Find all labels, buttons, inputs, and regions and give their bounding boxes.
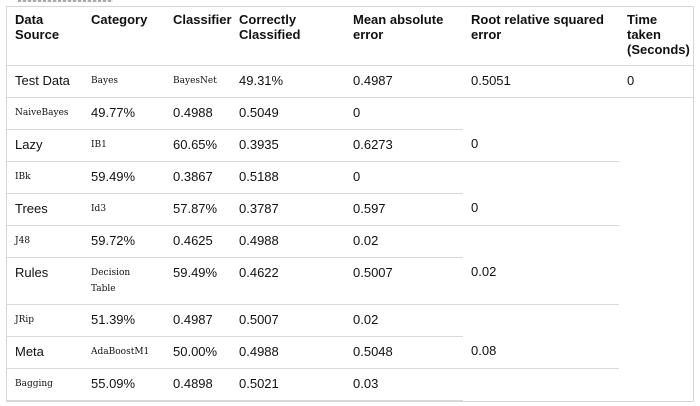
table-cell: 57.87% [165, 193, 231, 226]
table-cell: 60.65% [165, 129, 231, 162]
table-row: IBk 59.49% 0.3867 0.5188 0 [7, 161, 693, 194]
table-cell: 0 [345, 97, 463, 130]
table-cell: Lazy [7, 129, 83, 162]
table-row: Rules Decision Table 59.49% 0.4622 0.500… [7, 257, 693, 305]
table-cell: 0.6273 [345, 129, 463, 162]
header-classifier: Classifier [165, 7, 232, 66]
table-cell: 0.5051 [463, 65, 619, 98]
table-cell [463, 225, 619, 257]
clipped-heading-fragment [18, 0, 113, 2]
table-cell: 0.4625 [165, 225, 231, 258]
table-cell: Decision Table [83, 257, 165, 305]
table-cell: 0.4988 [231, 225, 345, 258]
table-cell: 0.08 [463, 336, 619, 369]
table-row: NaiveBayes 49.77% 0.4988 0.5049 0 [7, 97, 693, 130]
table-cell: 0.5021 [231, 368, 345, 401]
table-cell: 0.5048 [345, 336, 463, 369]
header-correctly-classified: Correctly Classified [231, 7, 345, 66]
table-cell: 0.5007 [345, 257, 463, 305]
table-cell [463, 161, 619, 193]
table-cell: 0.597 [345, 193, 463, 226]
table-cell: 51.39% [83, 304, 165, 337]
table-cell [619, 368, 693, 400]
table-cell: J48 [7, 225, 83, 258]
table-cell: IB1 [83, 129, 165, 162]
table-cell: 0.4987 [345, 65, 463, 98]
table-row: Meta AdaBoostM1 50.00% 0.4988 0.5048 0.0… [7, 336, 693, 369]
table-cell [619, 97, 693, 129]
table-cell: Test Data [7, 65, 83, 98]
table-cell [619, 336, 693, 368]
table-cell [463, 97, 619, 129]
table-cell: 0.02 [463, 257, 619, 305]
table-row: Test Data Bayes BayesNet 49.31% 0.4987 0… [7, 65, 693, 98]
table-cell: 0.4987 [165, 304, 231, 337]
table-cell: BayesNet [165, 65, 231, 98]
table-cell: 49.77% [83, 97, 165, 130]
table-row: J48 59.72% 0.4625 0.4988 0.02 [7, 225, 693, 258]
header-category: Category [83, 7, 165, 66]
classifier-results-table: Data Source Category Classifier Correctl… [7, 7, 693, 401]
table-cell: 0.3867 [165, 161, 231, 194]
table-row: Trees Id3 57.87% 0.3787 0.597 0 [7, 193, 693, 226]
table-cell: 59.49% [83, 161, 165, 194]
table-cell: 0 [619, 65, 693, 98]
table-cell: Trees [7, 193, 83, 226]
table-header-row: Data Source Category Classifier Correctl… [7, 7, 693, 66]
table-cell [619, 193, 693, 225]
top-edge [0, 0, 700, 6]
table-cell: 0 [345, 161, 463, 194]
table-row: JRip 51.39% 0.4987 0.5007 0.02 [7, 304, 693, 337]
table-cell [619, 161, 693, 193]
table-cell: Bayes [83, 65, 165, 98]
table-cell: NaiveBayes [7, 97, 83, 130]
table-cell: 0.4988 [231, 336, 345, 369]
table-cell: 0.5007 [231, 304, 345, 337]
table-cell: Id3 [83, 193, 165, 226]
table-cell: 0.4622 [231, 257, 345, 305]
table-cell: 59.49% [165, 257, 231, 305]
table-cell: 0 [463, 129, 619, 162]
table-cell [463, 304, 619, 336]
table-cell [463, 368, 619, 400]
header-time-taken: Time taken (Seconds) [619, 7, 693, 66]
table-cell: 0.02 [345, 304, 463, 337]
table-cell: Rules [7, 257, 83, 305]
table-cell: 0.4898 [165, 368, 231, 401]
header-root-relative-squared-error: Root relative squared error [463, 7, 619, 66]
table-cell: 0.5049 [231, 97, 345, 130]
results-table-container: Data Source Category Classifier Correctl… [6, 6, 694, 402]
table-cell [619, 257, 693, 304]
table-cell: 0.3935 [231, 129, 345, 162]
table-cell: 0.03 [345, 368, 463, 401]
table-cell: Meta [7, 336, 83, 369]
table-cell [619, 225, 693, 257]
header-data-source: Data Source [7, 7, 83, 66]
table-cell [619, 129, 693, 161]
table-cell: 0 [463, 193, 619, 226]
table-cell: 0.3787 [231, 193, 345, 226]
table-cell: IBk [7, 161, 83, 194]
table-cell: AdaBoostM1 [83, 336, 165, 369]
table-cell: Bagging [7, 368, 83, 401]
table-cell: 0.02 [345, 225, 463, 258]
table-cell [619, 304, 693, 336]
table-cell: 0.4988 [165, 97, 231, 130]
table-cell: 55.09% [83, 368, 165, 401]
header-mean-absolute-error: Mean absolute error [345, 7, 463, 66]
table-cell: 59.72% [83, 225, 165, 258]
table-cell: 50.00% [165, 336, 231, 369]
table-cell: 49.31% [231, 65, 345, 98]
table-cell: 0.5188 [231, 161, 345, 194]
table-row: Bagging 55.09% 0.4898 0.5021 0.03 [7, 368, 693, 401]
table-cell: JRip [7, 304, 83, 337]
table-row: Lazy IB1 60.65% 0.3935 0.6273 0 [7, 129, 693, 162]
